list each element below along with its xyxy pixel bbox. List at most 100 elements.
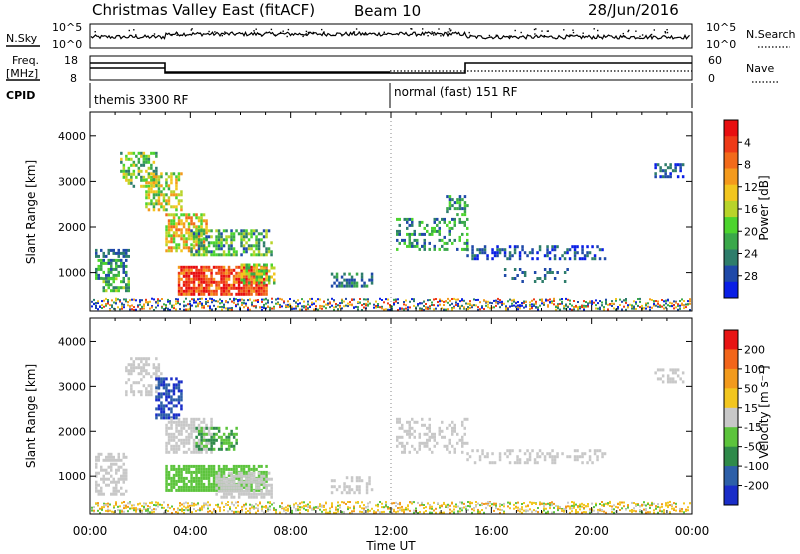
heatmap-cell (545, 299, 547, 302)
heatmap-cell (197, 271, 201, 275)
heatmap-cell (187, 447, 191, 451)
heatmap-cell (409, 509, 411, 512)
heatmap-cell (182, 240, 186, 244)
heatmap-cell (448, 198, 452, 202)
heatmap-cell (548, 251, 552, 255)
y-tick-label: 4000 (58, 335, 86, 348)
heatmap-cell (185, 501, 187, 504)
heatmap-cell (255, 511, 257, 514)
heatmap-cell (406, 220, 409, 224)
heatmap-cell (479, 510, 481, 513)
heatmap-cell (265, 269, 268, 273)
heatmap-cell (115, 501, 117, 504)
heatmap-cell (449, 504, 451, 507)
heatmap-cell (395, 300, 397, 303)
heatmap-cell (193, 298, 195, 301)
heatmap-cell (225, 483, 228, 487)
heatmap-cell (112, 492, 115, 496)
colorbar-tick-label: 50 (744, 382, 758, 395)
heatmap-cell (167, 438, 171, 442)
heatmap-cell (486, 257, 489, 261)
heatmap-cell (190, 485, 193, 489)
heatmap-cell (407, 309, 409, 311)
heatmap-cell (466, 458, 469, 462)
heatmap-cell (95, 270, 98, 274)
heatmap-cell (355, 305, 357, 308)
heatmap-cell (172, 485, 176, 489)
heatmap-cell (180, 392, 183, 396)
heatmap-cell (213, 299, 215, 302)
heatmap-cell (130, 357, 133, 361)
heatmap-cell (180, 271, 183, 275)
heatmap-cell (170, 488, 173, 492)
colorbar-swatch (724, 265, 738, 283)
heatmap-cell (413, 229, 416, 233)
heatmap-cell (200, 479, 203, 483)
heatmap-cell (457, 298, 459, 301)
heatmap-cell (137, 363, 141, 367)
heatmap-cell (431, 505, 433, 508)
heatmap-cell (323, 504, 325, 507)
heatmap-cell (183, 505, 185, 508)
heatmap-cell (192, 232, 196, 236)
heatmap-cell (265, 286, 268, 290)
heatmap-cell (195, 225, 198, 229)
heatmap-cell (170, 237, 173, 241)
heatmap-cell (127, 363, 131, 367)
heatmap-cell (217, 483, 221, 487)
heatmap-cell (403, 308, 405, 311)
heatmap-cell (117, 468, 120, 472)
nsky-trace (90, 28, 690, 41)
heatmap-cell (654, 172, 657, 176)
heatmap-cell (337, 504, 339, 507)
heatmap-cell (497, 297, 499, 300)
heatmap-cell (601, 304, 603, 307)
heatmap-cell (187, 249, 191, 253)
heatmap-cell (436, 441, 439, 445)
heatmap-cell (149, 300, 151, 303)
heatmap-cell (110, 258, 113, 262)
heatmap-cell (260, 489, 263, 493)
heatmap-cell (187, 506, 189, 509)
heatmap-cell (180, 265, 183, 269)
heatmap-cell (461, 220, 464, 224)
heatmap-cell (167, 426, 171, 430)
heatmap-cell (102, 261, 105, 265)
heatmap-cell (563, 307, 565, 310)
heatmap-cell (667, 504, 669, 507)
heatmap-cell (549, 298, 551, 301)
heatmap-cell (203, 504, 205, 507)
heatmap-cell (200, 229, 203, 233)
heatmap-cell (631, 501, 633, 504)
heatmap-cell (433, 244, 436, 248)
heatmap-cell (101, 506, 103, 509)
heatmap-cell (202, 482, 206, 486)
heatmap-cell (573, 455, 577, 459)
heatmap-cell (653, 509, 655, 512)
heatmap-cell (175, 383, 178, 387)
heatmap-cell (97, 483, 100, 487)
heatmap-cell (193, 508, 195, 511)
heatmap-cell (541, 298, 543, 301)
heatmap-cell (227, 501, 229, 504)
heatmap-cell (215, 283, 218, 287)
heatmap-cell (536, 452, 539, 456)
heatmap-cell (142, 384, 146, 388)
heatmap-cell (581, 304, 583, 307)
heatmap-cell (123, 507, 125, 510)
heatmap-cell (212, 467, 216, 471)
heatmap-cell (257, 473, 261, 477)
heatmap-cell (142, 366, 146, 370)
heatmap-cell (100, 276, 103, 280)
heatmap-cell (363, 284, 366, 288)
heatmap-cell (117, 273, 120, 277)
heatmap-cell (436, 223, 439, 227)
heatmap-cell (525, 509, 527, 512)
colorbar-swatch (724, 407, 738, 428)
heatmap-cell (202, 447, 206, 451)
y-tick-label: 4000 (58, 130, 86, 143)
heatmap-cell (175, 222, 178, 226)
heatmap-cell (330, 485, 334, 489)
heatmap-cell (127, 254, 130, 258)
heatmap-cell (177, 432, 181, 436)
